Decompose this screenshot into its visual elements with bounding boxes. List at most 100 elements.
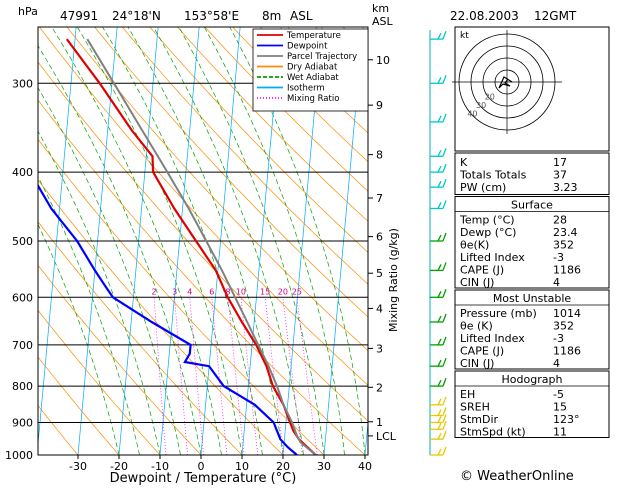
mixing-ratio-axis-label: Mixing Ratio (g/kg) <box>387 228 400 332</box>
isotherm-line <box>201 14 241 455</box>
wind-barb-flag <box>443 200 446 208</box>
index-label: StmSpd (kt) <box>460 426 526 439</box>
km-tick-label: 5 <box>376 267 383 280</box>
hodograph-ring-label: 40 <box>467 110 477 119</box>
wind-barb-flag <box>443 262 446 270</box>
index-section-title: Hodograph <box>502 373 563 386</box>
index-value: 352 <box>553 320 574 333</box>
pressure-tick-label: 700 <box>12 339 33 352</box>
index-section-title: Surface <box>511 199 553 212</box>
wind-barbs <box>430 31 446 455</box>
index-value: 4 <box>553 357 560 370</box>
index-value: 23.4 <box>553 226 578 239</box>
isotherm-line <box>160 14 200 455</box>
wet-adiabat-line <box>18 14 201 455</box>
copyright: © WeatherOnline <box>460 469 574 484</box>
km-tick-label: 1 <box>376 416 383 429</box>
temperature-tick-label: -30 <box>69 460 87 473</box>
mixing-ratio-label: 3 <box>172 287 177 296</box>
wind-barb <box>430 337 446 345</box>
index-label: Temp (°C) <box>459 214 515 227</box>
mixing-ratio-line <box>265 297 283 455</box>
wind-barb-flag <box>438 264 441 270</box>
station-id: 47991 <box>60 9 98 23</box>
km-tick-label: 6 <box>376 231 383 244</box>
legend-label: Temperature <box>286 31 341 41</box>
index-value: 352 <box>553 239 574 252</box>
index-value: -3 <box>553 251 564 264</box>
x-axis-label: Dewpoint / Temperature (°C) <box>110 471 297 486</box>
wind-barb <box>430 75 446 83</box>
wind-barb <box>430 447 446 455</box>
wind-barb-flag <box>438 166 441 172</box>
wind-barb-flag <box>443 114 446 122</box>
index-value: 15 <box>553 401 567 414</box>
wind-barb-flag <box>438 423 441 429</box>
index-value: -5 <box>553 388 564 401</box>
legend-label: Parcel Trajectory <box>287 52 357 62</box>
wind-barb <box>430 408 446 416</box>
wind-barb-flag <box>438 410 441 416</box>
mixing-ratio-label: 20 <box>278 287 288 296</box>
wind-barb-flag <box>438 449 441 455</box>
wind-barb-flag <box>443 378 446 386</box>
wind-barb <box>430 314 446 322</box>
wet-adiabat-line <box>44 14 222 455</box>
pressure-tick-label: 600 <box>12 291 33 304</box>
dry-adiabat-line <box>0 14 242 455</box>
wind-barb-flag <box>443 31 446 39</box>
wind-barb <box>430 289 446 297</box>
index-label: Lifted Index <box>460 251 525 264</box>
wind-barb <box>430 431 446 439</box>
index-label: CIN (J) <box>460 276 494 289</box>
wind-barb-flag <box>443 233 446 241</box>
legend-label: Wet Adiabat <box>287 73 339 83</box>
pressure-tick-label: 900 <box>12 416 33 429</box>
wind-barb-flag <box>438 202 441 208</box>
hodograph-kt-label: kt <box>460 31 469 41</box>
index-label: PW (cm) <box>460 181 506 194</box>
isotherm-line <box>406 14 446 455</box>
wind-barb <box>430 397 446 405</box>
wind-barb-flag <box>438 380 441 386</box>
mixing-ratio-label: 15 <box>260 287 270 296</box>
index-section-title: Most Unstable <box>493 292 572 305</box>
wind-barb <box>430 358 446 366</box>
mixing-ratio-label: 2 <box>152 287 157 296</box>
km-tick-label: 7 <box>376 192 383 205</box>
wind-barb-flag <box>438 150 441 156</box>
wind-barb-flag <box>443 447 446 455</box>
wind-barb-flag <box>443 314 446 322</box>
km-tick-label: 9 <box>376 99 383 112</box>
index-value: -3 <box>553 332 564 345</box>
mixing-ratio-line <box>297 297 317 455</box>
wind-barb-flag <box>443 337 446 345</box>
index-value: 1186 <box>553 345 581 358</box>
index-label: Lifted Index <box>460 332 525 345</box>
index-value: 123° <box>553 413 580 426</box>
index-label: θe (K) <box>460 320 493 333</box>
isobars <box>38 83 368 455</box>
wind-barb <box>430 114 446 122</box>
pressure-tick-label: 300 <box>12 77 33 90</box>
index-label: SREH <box>460 401 490 414</box>
temperature-tick-label: 30 <box>317 460 331 473</box>
wind-barb-flag <box>443 289 446 297</box>
obs-date: 22.08.2003 <box>450 9 519 23</box>
index-value: 11 <box>553 426 567 439</box>
km-asl-label: ASL <box>372 15 394 28</box>
wind-barb-flag <box>438 339 441 345</box>
wind-barb <box>430 164 446 172</box>
index-label: EH <box>460 388 475 401</box>
station-elev: 8m <box>262 9 281 23</box>
legend-label: Mixing Ratio <box>287 94 339 104</box>
pressure-tick-label: 1000 <box>5 449 33 462</box>
series-dewpoint <box>0 51 297 455</box>
wind-barb-flag <box>443 431 446 439</box>
index-value: 17 <box>553 156 567 169</box>
wind-barb-flag <box>443 358 446 366</box>
index-label: Dewp (°C) <box>460 226 516 239</box>
